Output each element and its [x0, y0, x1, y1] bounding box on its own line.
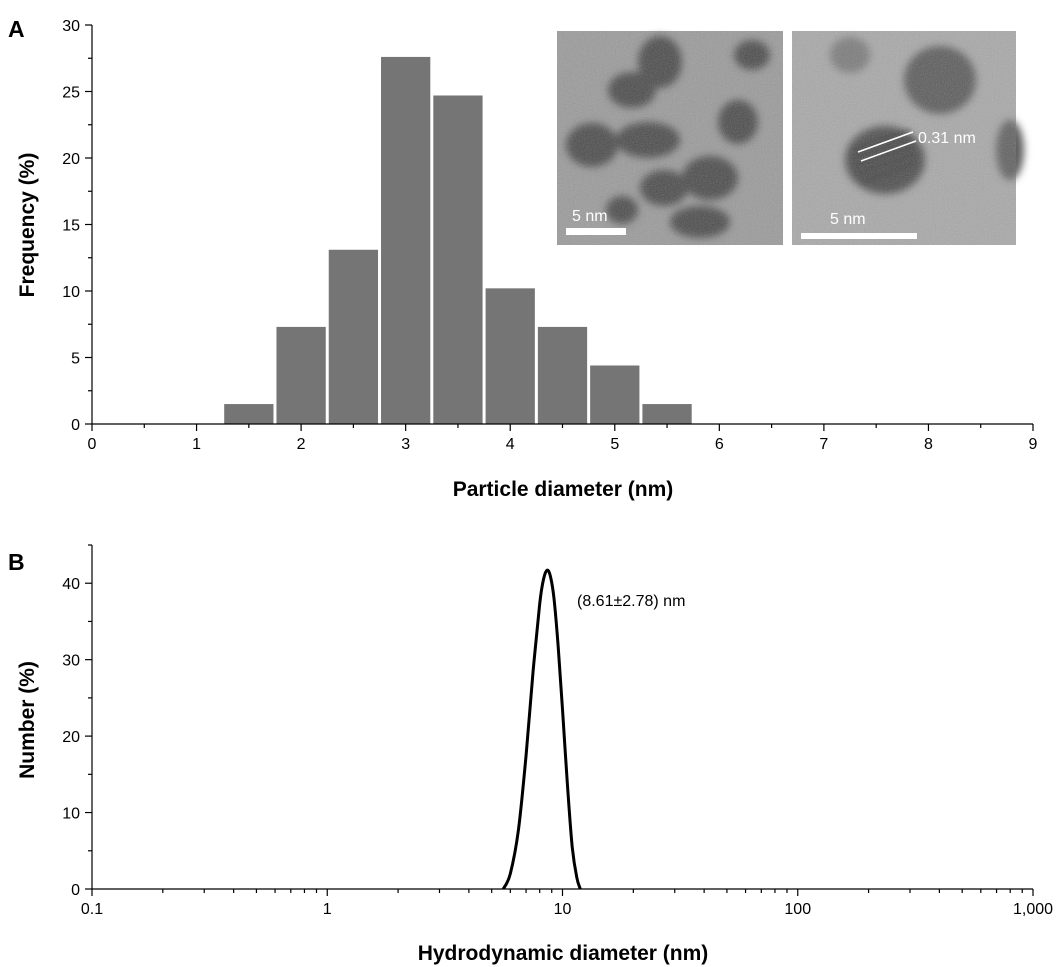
x-tick-label-a: 9 [1029, 436, 1038, 453]
scale-bar-label-right: 5 nm [830, 211, 866, 228]
x-tick-label-b: 10 [554, 901, 572, 918]
y-axis-title-b: Number (%) [16, 661, 39, 779]
x-tick-label-a: 0 [88, 436, 97, 453]
histogram-chart: 0 1 2 3 4 5 6 7 8 9 0 5 10 15 20 25 30 Particle diameter… [16, 18, 1038, 501]
y-tick-label-a: 10 [62, 284, 80, 301]
y-tick-label-b: 40 [62, 576, 80, 593]
histogram-bar [433, 95, 483, 425]
panel-b-letter: B [8, 549, 25, 575]
scale-bar-right [801, 233, 917, 239]
y-tick-label-a: 30 [62, 18, 80, 35]
scale-bar-left [566, 228, 626, 235]
histogram-bar [328, 249, 379, 424]
tem-inset-right: 0.31 nm 5 nm [792, 31, 1024, 245]
histogram-bar [381, 56, 431, 425]
y-tick-label-a: 15 [62, 218, 80, 235]
x-tick-label-a: 6 [715, 436, 724, 453]
scale-bar-label-left: 5 nm [572, 208, 608, 225]
histogram-bar [642, 404, 692, 424]
x-tick-label-a: 5 [610, 436, 619, 453]
x-tick-label-a: 4 [506, 436, 515, 453]
dls-chart: 0.1 1 10 100 1,000 0 10 20 30 40 (8.61±2.78) nm H… [16, 544, 1053, 965]
x-axis-title-b: Hydrodynamic diameter (nm) [418, 942, 709, 965]
histogram-bar [590, 365, 640, 424]
histogram-bar [485, 288, 535, 424]
x-tick-label-a: 3 [401, 436, 410, 453]
y-axis-title-a: Frequency (%) [16, 153, 39, 298]
lattice-spacing-label: 0.31 nm [918, 130, 976, 147]
x-tick-label-b: 1 [323, 901, 332, 918]
x-tick-label-b: 1,000 [1013, 901, 1053, 918]
y-tick-label-a: 5 [71, 351, 80, 368]
histogram-bars [224, 56, 692, 425]
x-tick-label-a: 8 [924, 436, 933, 453]
x-tick-label-b: 100 [784, 901, 811, 918]
x-axis-title-a: Particle diameter (nm) [453, 478, 674, 501]
histogram-bar [537, 326, 588, 424]
histogram-bar [276, 326, 326, 424]
y-tick-label-a: 25 [62, 85, 80, 102]
histogram-axes: 0 1 2 3 4 5 6 7 8 9 0 5 10 15 20 25 30 [62, 18, 1037, 453]
x-tick-label-a: 7 [819, 436, 828, 453]
panel-a-letter: A [8, 16, 25, 42]
tem-inset-left: 5 nm [557, 31, 783, 245]
size-annotation: (8.61±2.78) nm [577, 593, 685, 610]
y-tick-label-b: 20 [62, 729, 80, 746]
histogram-bar [224, 404, 274, 424]
y-tick-label-b: 10 [62, 806, 80, 823]
y-tick-label-b: 30 [62, 653, 80, 670]
y-tick-label-b: 0 [71, 882, 80, 899]
x-tick-label-b: 0.1 [81, 901, 103, 918]
dls-distribution-line [501, 568, 582, 890]
x-tick-label-a: 1 [192, 436, 201, 453]
dls-axes: 0.1 1 10 100 1,000 0 10 20 30 40 [62, 544, 1053, 918]
y-tick-label-a: 0 [71, 417, 80, 434]
y-tick-label-a: 20 [62, 151, 80, 168]
x-tick-label-a: 2 [297, 436, 306, 453]
